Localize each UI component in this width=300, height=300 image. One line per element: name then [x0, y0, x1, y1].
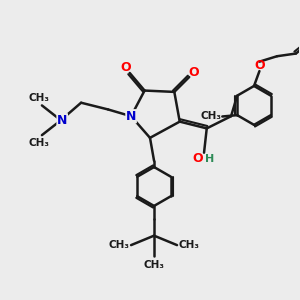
Text: H: H: [205, 154, 214, 164]
Text: O: O: [120, 61, 131, 74]
Text: CH₃: CH₃: [200, 112, 221, 122]
Text: CH₃: CH₃: [108, 240, 129, 250]
Text: O: O: [255, 59, 265, 72]
Text: CH₃: CH₃: [179, 240, 200, 250]
Text: CH₃: CH₃: [144, 260, 165, 270]
Text: N: N: [57, 114, 68, 127]
Text: O: O: [192, 152, 202, 165]
Text: CH₃: CH₃: [29, 138, 50, 148]
Text: CH₃: CH₃: [29, 93, 50, 103]
Text: O: O: [189, 66, 200, 79]
Text: N: N: [126, 110, 136, 123]
